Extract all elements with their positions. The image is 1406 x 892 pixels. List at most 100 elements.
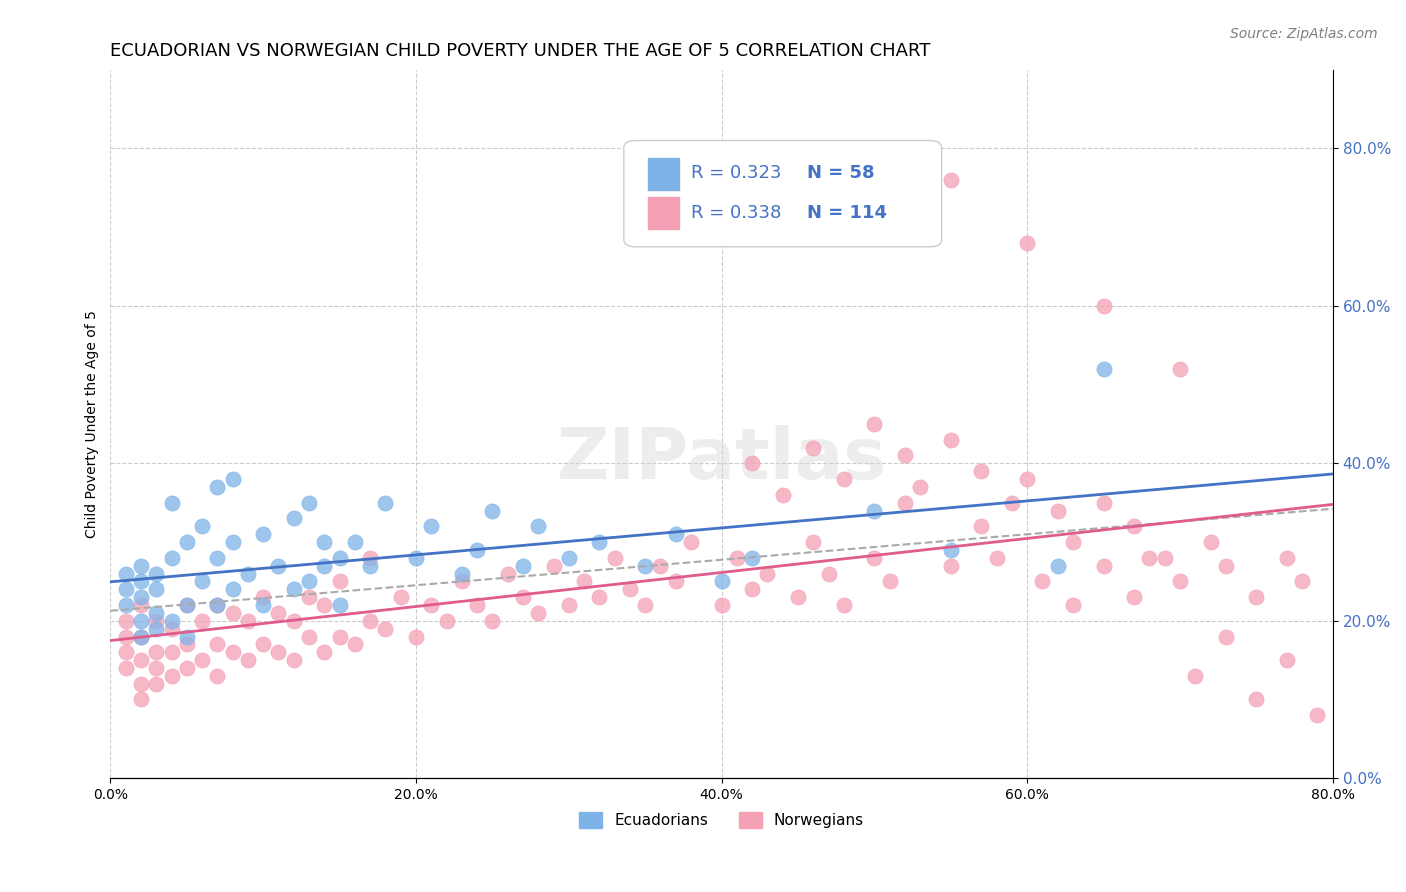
Point [863, 550, 886, 565]
Point [1184, 669, 1206, 683]
Text: ZIPatlas: ZIPatlas [557, 425, 887, 494]
Point [1168, 574, 1191, 589]
Point [145, 661, 167, 675]
Point [129, 558, 152, 573]
Point [1017, 472, 1039, 486]
Point [1199, 535, 1222, 549]
Point [114, 614, 136, 628]
Point [1046, 503, 1069, 517]
Point [832, 598, 855, 612]
Point [207, 598, 229, 612]
Point [420, 598, 443, 612]
Point [145, 677, 167, 691]
Point [129, 677, 152, 691]
Point [314, 535, 336, 549]
Point [114, 630, 136, 644]
Point [343, 535, 366, 549]
Point [221, 606, 243, 620]
Point [207, 669, 229, 683]
Point [191, 653, 214, 667]
Point [129, 692, 152, 706]
Point [114, 645, 136, 659]
Point [741, 456, 763, 470]
Point [405, 630, 427, 644]
Point [129, 630, 152, 644]
Point [298, 630, 321, 644]
Point [1139, 550, 1161, 565]
Point [465, 598, 488, 612]
Point [221, 645, 243, 659]
Text: N = 114: N = 114 [807, 203, 887, 222]
Point [939, 433, 962, 447]
Point [114, 582, 136, 597]
Point [1001, 496, 1024, 510]
Point [359, 550, 381, 565]
Point [558, 550, 581, 565]
Text: N = 58: N = 58 [807, 164, 875, 182]
Point [970, 519, 993, 533]
Point [481, 614, 503, 628]
FancyBboxPatch shape [624, 141, 942, 247]
Point [572, 574, 595, 589]
Point [496, 566, 519, 581]
Y-axis label: Child Poverty Under the Age of 5: Child Poverty Under the Age of 5 [86, 310, 100, 538]
Point [160, 622, 183, 636]
Point [314, 558, 336, 573]
Point [114, 566, 136, 581]
Point [1092, 299, 1115, 313]
Point [772, 488, 794, 502]
Point [374, 622, 396, 636]
Point [1062, 535, 1084, 549]
Point [939, 542, 962, 557]
Point [450, 566, 472, 581]
Point [1215, 558, 1237, 573]
Point [665, 527, 688, 541]
Point [543, 558, 565, 573]
Point [527, 606, 550, 620]
Point [512, 558, 534, 573]
Point [283, 653, 305, 667]
Point [1123, 590, 1146, 604]
Point [283, 614, 305, 628]
Point [801, 535, 824, 549]
Point [359, 614, 381, 628]
Point [314, 645, 336, 659]
Point [1092, 496, 1115, 510]
Point [801, 441, 824, 455]
Point [252, 598, 274, 612]
Point [298, 574, 321, 589]
Point [710, 574, 733, 589]
Point [129, 574, 152, 589]
Point [267, 645, 290, 659]
Point [863, 417, 886, 431]
Point [207, 550, 229, 565]
Point [129, 590, 152, 604]
Point [145, 645, 167, 659]
Point [176, 598, 198, 612]
Point [176, 637, 198, 651]
Point [129, 653, 152, 667]
Point [236, 653, 259, 667]
Point [252, 590, 274, 604]
Point [191, 614, 214, 628]
Legend: Ecuadorians, Norwegians: Ecuadorians, Norwegians [574, 806, 870, 834]
Point [129, 630, 152, 644]
Point [221, 535, 243, 549]
Bar [648, 158, 679, 190]
Point [145, 614, 167, 628]
Point [207, 637, 229, 651]
Point [160, 496, 183, 510]
Point [894, 496, 917, 510]
Point [329, 630, 352, 644]
Point [160, 550, 183, 565]
Point [1153, 550, 1175, 565]
Point [145, 606, 167, 620]
Point [420, 519, 443, 533]
Point [787, 590, 810, 604]
Point [650, 558, 672, 573]
Point [986, 550, 1008, 565]
Point [343, 637, 366, 651]
Point [1246, 692, 1268, 706]
Text: ECUADORIAN VS NORWEGIAN CHILD POVERTY UNDER THE AGE OF 5 CORRELATION CHART: ECUADORIAN VS NORWEGIAN CHILD POVERTY UN… [111, 42, 931, 60]
Point [252, 637, 274, 651]
